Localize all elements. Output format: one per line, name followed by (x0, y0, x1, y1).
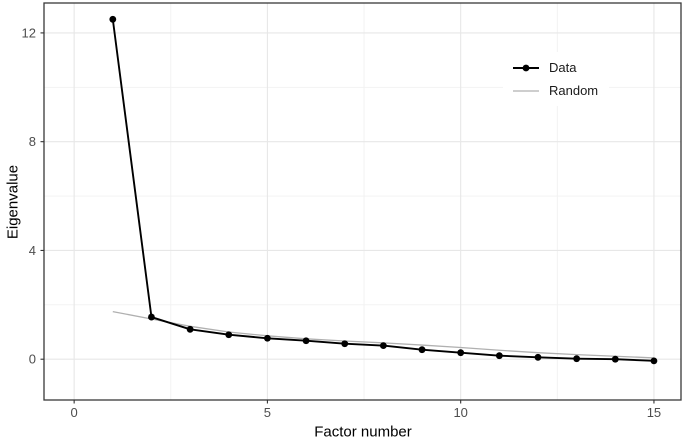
data-point (534, 353, 542, 361)
data-point (225, 331, 233, 339)
data-point (302, 337, 310, 345)
panel-border (43, 2, 682, 401)
data-point (650, 357, 658, 365)
svg-text:0: 0 (71, 405, 78, 420)
svg-text:12: 12 (22, 25, 36, 40)
data-series-key-icon (513, 64, 539, 71)
legend-item-random: Random (512, 79, 609, 102)
x-axis-title: Factor number (314, 423, 412, 441)
data-point (611, 355, 619, 363)
svg-text:15: 15 (647, 405, 661, 420)
data-point (379, 342, 387, 350)
svg-text:8: 8 (29, 134, 36, 149)
x-tick-labels: 0 5 10 15 (71, 405, 662, 420)
data-point (573, 355, 581, 363)
data-point (148, 313, 155, 321)
svg-text:5: 5 (264, 405, 271, 420)
svg-text:10: 10 (453, 405, 467, 420)
data-point (264, 334, 271, 342)
random-series-key-icon (513, 89, 539, 92)
svg-text:4: 4 (29, 243, 36, 258)
legend-label-data: Data (549, 60, 577, 75)
data-point (341, 340, 349, 348)
series-data (109, 15, 658, 365)
data-point (457, 349, 465, 357)
data-point (186, 325, 194, 333)
data-point (418, 346, 426, 354)
axis-ticks (40, 32, 655, 404)
data-point (109, 15, 117, 23)
legend-label-random: Random (549, 83, 599, 98)
y-axis-title: Eigenvalue (4, 164, 22, 240)
svg-text:0: 0 (29, 352, 36, 367)
legend: Data Random (503, 52, 609, 106)
data-point (495, 352, 503, 360)
y-tick-labels: 0 4 8 12 (22, 25, 36, 366)
legend-item-data: Data (512, 56, 609, 79)
